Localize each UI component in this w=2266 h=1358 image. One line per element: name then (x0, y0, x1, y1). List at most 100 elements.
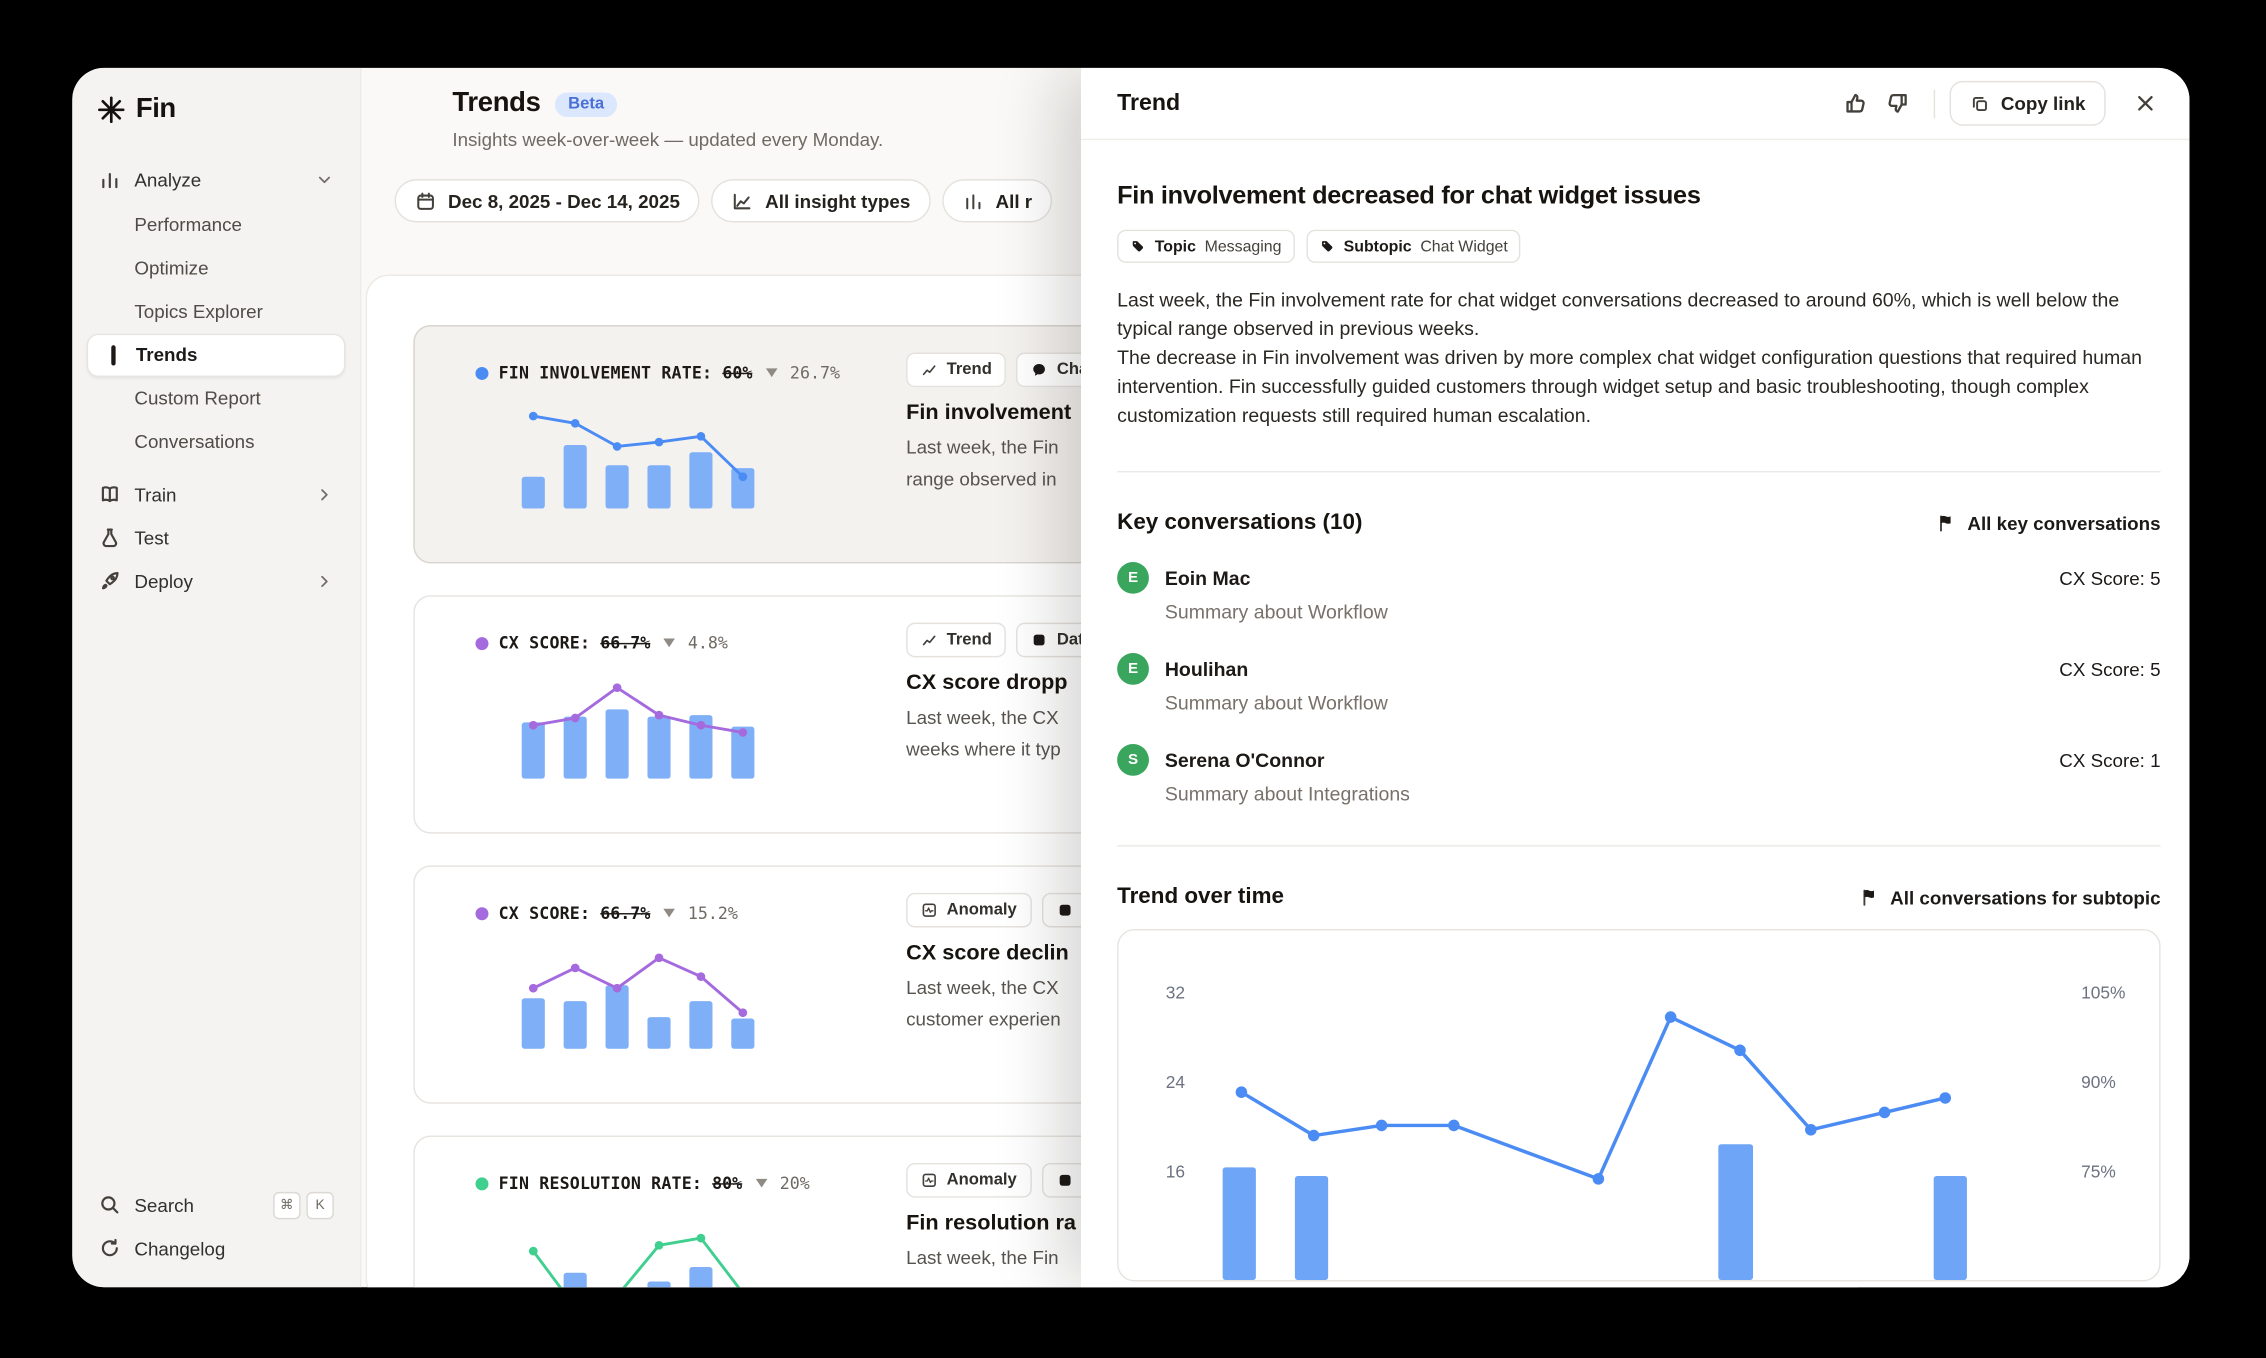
sidebar-item-label: Optimize (134, 257, 209, 279)
sidebar-item-test[interactable]: Test (87, 516, 346, 559)
category-icon (1034, 634, 1045, 646)
sidebar: Fin Analyze Performance Optimize Topics … (72, 67, 362, 1288)
trend-line-icon (922, 635, 936, 646)
rocket-icon (101, 572, 119, 590)
filter-label: All insight types (765, 189, 911, 212)
metric-label: FIN RESOLUTION RATE: (498, 1173, 703, 1194)
card-text-line: Last week, the CX (906, 976, 1059, 999)
trend-paragraph: Last week, the Fin involvement rate for … (1117, 288, 2120, 340)
metric-row: FIN INVOLVEMENT RATE: 60% 26.7% (475, 363, 840, 383)
close-icon (2137, 96, 2152, 111)
caret-down-icon (663, 638, 675, 648)
conversation-name: Serena O'Connor (1164, 749, 1325, 771)
card-text-line: Last week, the Fin (906, 1246, 1059, 1269)
avatar: S (1117, 744, 1149, 776)
sidebar-item-topics-explorer[interactable]: Topics Explorer (87, 290, 346, 333)
third-filter[interactable]: All r (942, 179, 1053, 223)
tag-label: Anomaly (946, 1171, 1017, 1189)
thumbs-down-button[interactable] (1877, 82, 1920, 125)
metric-label: CX SCORE: (498, 632, 591, 654)
divider (1934, 88, 1936, 118)
category-icon (1059, 1174, 1070, 1186)
svg-text:32: 32 (1166, 982, 1185, 1002)
card-title: Fin resolution ra (906, 1210, 1076, 1236)
card-text-line: Last week, the Fin (906, 436, 1059, 458)
sidebar-item-label: Train (134, 483, 177, 505)
sidebar-item-train[interactable]: Train (87, 472, 346, 515)
thumbs-up-button[interactable] (1833, 82, 1876, 125)
all-key-conversations-button[interactable]: All key conversations (1937, 512, 2161, 534)
keyboard-shortcut: ⌘ K (273, 1191, 334, 1219)
bars-icon (966, 193, 981, 209)
app-window: Fin Analyze Performance Optimize Topics … (72, 67, 2190, 1288)
thumbs-down-icon (1888, 94, 1907, 113)
section-title: Key conversations (10) (1117, 509, 1363, 535)
cx-score: CX Score: 5 (2059, 658, 2161, 680)
tag-label: Trend (946, 631, 992, 649)
conversation-row[interactable]: S Serena O'Connor CX Score: 1 Summary ab… (1117, 744, 2161, 805)
conversation-summary: Summary about Integrations (1164, 783, 1410, 805)
chip-value: Chat Widget (1420, 237, 1508, 255)
trend-over-time-header: Trend over time All conversations for su… (1117, 884, 2160, 910)
mini-chart (513, 405, 766, 509)
metric-delta: 4.8% (687, 632, 728, 654)
trend-detail-panel: Trend Copy link (1081, 67, 2190, 1288)
metric-label: FIN INVOLVEMENT RATE: (498, 362, 713, 383)
trend-tag: Trend (906, 622, 1007, 658)
anomaly-icon (922, 903, 936, 917)
page-header: Trends Beta (452, 88, 2189, 120)
changelog-button[interactable]: Changelog (87, 1227, 346, 1270)
book-icon (101, 486, 118, 503)
sidebar-item-deploy[interactable]: Deploy (87, 559, 346, 602)
sidebar-item-optimize[interactable]: Optimize (87, 247, 346, 290)
search-button[interactable]: Search ⌘ K (87, 1183, 346, 1226)
filter-label: All r (995, 189, 1033, 212)
conversation-row[interactable]: E Houlihan CX Score: 5 Summary about Wor… (1117, 653, 2161, 714)
sidebar-item-trends[interactable]: Trends (86, 333, 346, 378)
anomaly-icon (922, 1173, 936, 1187)
page-subtitle: Insights week-over-week — updated every … (452, 128, 884, 151)
caret-down-icon (765, 368, 777, 378)
metric-row: CX SCORE: 66.7% 15.2% (475, 902, 738, 924)
caret-down-icon (663, 908, 675, 918)
metric-dot (475, 906, 489, 920)
card-title: CX score declin (906, 940, 1069, 966)
insight-type-filter[interactable]: All insight types (711, 179, 931, 223)
mini-chart (513, 945, 766, 1049)
metric-dot (475, 636, 489, 650)
trend-heading: Fin involvement decreased for chat widge… (1117, 180, 1701, 210)
conversation-summary: Summary about Workflow (1164, 600, 1388, 623)
metric-value: 80% (712, 1173, 743, 1194)
active-indicator (111, 345, 115, 366)
metric-delta: 26.7% (789, 362, 840, 383)
metric-value: 66.7% (600, 902, 651, 924)
thumbs-up-icon (1846, 93, 1865, 113)
sidebar-item-performance[interactable]: Performance (87, 204, 346, 247)
chevron-right-icon (321, 575, 328, 587)
close-button[interactable] (2123, 82, 2166, 125)
changelog-label: Changelog (134, 1237, 226, 1260)
svg-text:24: 24 (1166, 1072, 1186, 1092)
mini-chart (513, 1215, 766, 1288)
copy-link-button[interactable]: Copy link (1950, 80, 2106, 126)
metric-delta: 15.2% (687, 902, 738, 924)
anomaly-tag: Anomaly (906, 892, 1032, 928)
sidebar-item-analyze[interactable]: Analyze (87, 157, 346, 200)
chevron-right-icon (321, 488, 328, 500)
keycap-k: K (306, 1191, 334, 1219)
sidebar-item-conversations[interactable]: Conversations (87, 420, 346, 463)
date-range-filter[interactable]: Dec 8, 2025 - Dec 14, 2025 (394, 179, 701, 223)
conversation-row[interactable]: E Eoin Mac CX Score: 5 Summary about Wor… (1117, 561, 2161, 623)
metric-label: CX SCORE: (498, 902, 591, 924)
bar-chart-icon (102, 173, 118, 189)
conversation-summary: Summary about Workflow (1164, 692, 1388, 714)
sidebar-item-label: Topics Explorer (134, 300, 263, 323)
divider (1117, 470, 2161, 473)
section-title: Trend over time (1117, 884, 1284, 909)
sidebar-nav: Analyze Performance Optimize Topics Expl… (86, 157, 346, 1183)
all-conversations-for-subtopic-button[interactable]: All conversations for subtopic (1860, 886, 2161, 908)
panel-title: Trend (1117, 90, 1181, 115)
sidebar-item-custom-report[interactable]: Custom Report (87, 377, 346, 420)
fin-logo-icon (98, 96, 125, 124)
